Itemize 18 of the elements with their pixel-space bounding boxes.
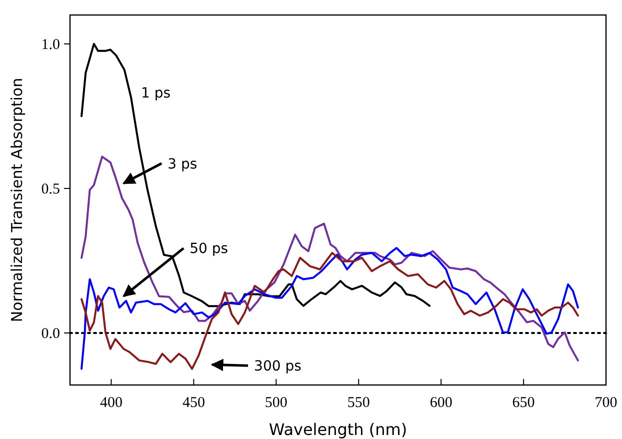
line-series xyxy=(80,156,579,362)
x-tick-label: 450 xyxy=(182,395,205,411)
annotation: 300 ps xyxy=(254,358,302,375)
y-tick-label: 0.5 xyxy=(41,182,60,198)
y-tick-label: 0.0 xyxy=(41,326,60,342)
y-axis-title: Normalized Transient Absorption xyxy=(8,78,26,322)
x-tick-label: 500 xyxy=(264,395,288,411)
x-tick-label: 650 xyxy=(512,395,535,411)
x-axis-title: Wavelength (nm) xyxy=(268,420,408,439)
x-tick-label: 600 xyxy=(430,395,452,411)
line-series xyxy=(80,42,431,308)
x-tick-label: 550 xyxy=(347,395,370,411)
x-tick-label: 400 xyxy=(100,395,122,411)
annotation: 3 ps xyxy=(168,156,198,172)
y-tick-label: 1.0 xyxy=(41,37,60,54)
annotation: 1 ps xyxy=(140,86,171,102)
x-tick-label: 700 xyxy=(594,395,618,411)
annotation: 50 ps xyxy=(190,241,228,258)
